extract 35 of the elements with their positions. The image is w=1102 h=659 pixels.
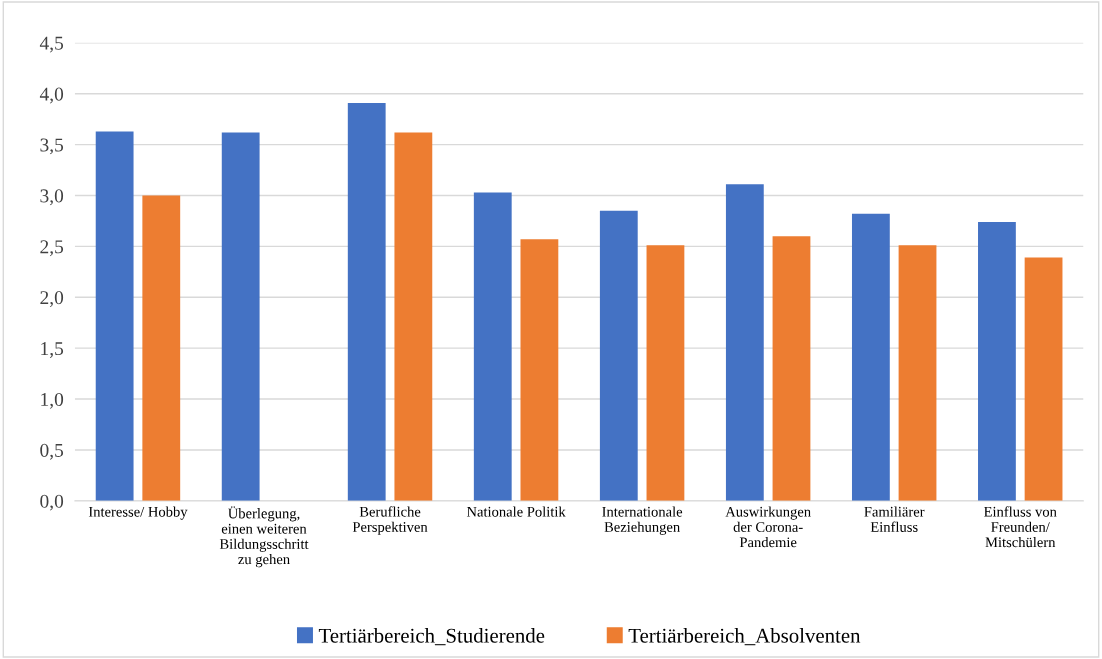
bar xyxy=(978,221,1016,501)
x-tick-label: Nationale Politik xyxy=(466,506,566,517)
x-tick-label: Familiärer Einfluss xyxy=(864,506,925,532)
y-tick-label: 0,0 xyxy=(40,494,64,511)
bar xyxy=(725,184,764,501)
x-tick-label: Einfluss von Freunden/ Mitschülern xyxy=(984,506,1057,548)
bar xyxy=(599,210,638,501)
bar xyxy=(95,131,134,501)
bar xyxy=(851,213,890,501)
legend-label: Tertiärbereich_Studierende xyxy=(318,628,545,646)
bar xyxy=(1024,257,1063,501)
y-tick-label: 3,0 xyxy=(40,189,64,206)
bar xyxy=(142,195,181,501)
x-tick-label: Internationale Beziehungen xyxy=(602,506,683,535)
x-tick-label: Berufliche Perspektiven xyxy=(352,506,428,535)
bar xyxy=(221,132,260,501)
y-tick-label: 1,5 xyxy=(41,342,64,358)
bar xyxy=(898,245,937,501)
x-tick-label: Interesse/ Hobby xyxy=(88,506,188,520)
y-tick-label: 2,5 xyxy=(40,240,64,257)
bar xyxy=(772,236,811,501)
bar xyxy=(520,239,559,501)
x-tick-label: Auswirkungen der Corona- Pandemie xyxy=(725,506,811,548)
y-tick-label: 4,5 xyxy=(39,36,64,53)
bar xyxy=(347,102,386,501)
bar xyxy=(473,192,512,501)
y-tick-label: 0,5 xyxy=(40,443,64,460)
bar xyxy=(646,245,685,501)
bar xyxy=(394,132,433,501)
x-tick-label: Überlegung, einen weiteren Bildungsschritt zu gehen xyxy=(219,506,309,568)
y-tick-label: 4,0 xyxy=(39,87,64,104)
y-tick-label: 2,0 xyxy=(40,291,64,308)
y-tick-label: 1,0 xyxy=(41,392,64,409)
legend-label: Tertiärbereich_Absolventen xyxy=(628,628,861,646)
y-tick-label: 3,5 xyxy=(40,138,64,155)
